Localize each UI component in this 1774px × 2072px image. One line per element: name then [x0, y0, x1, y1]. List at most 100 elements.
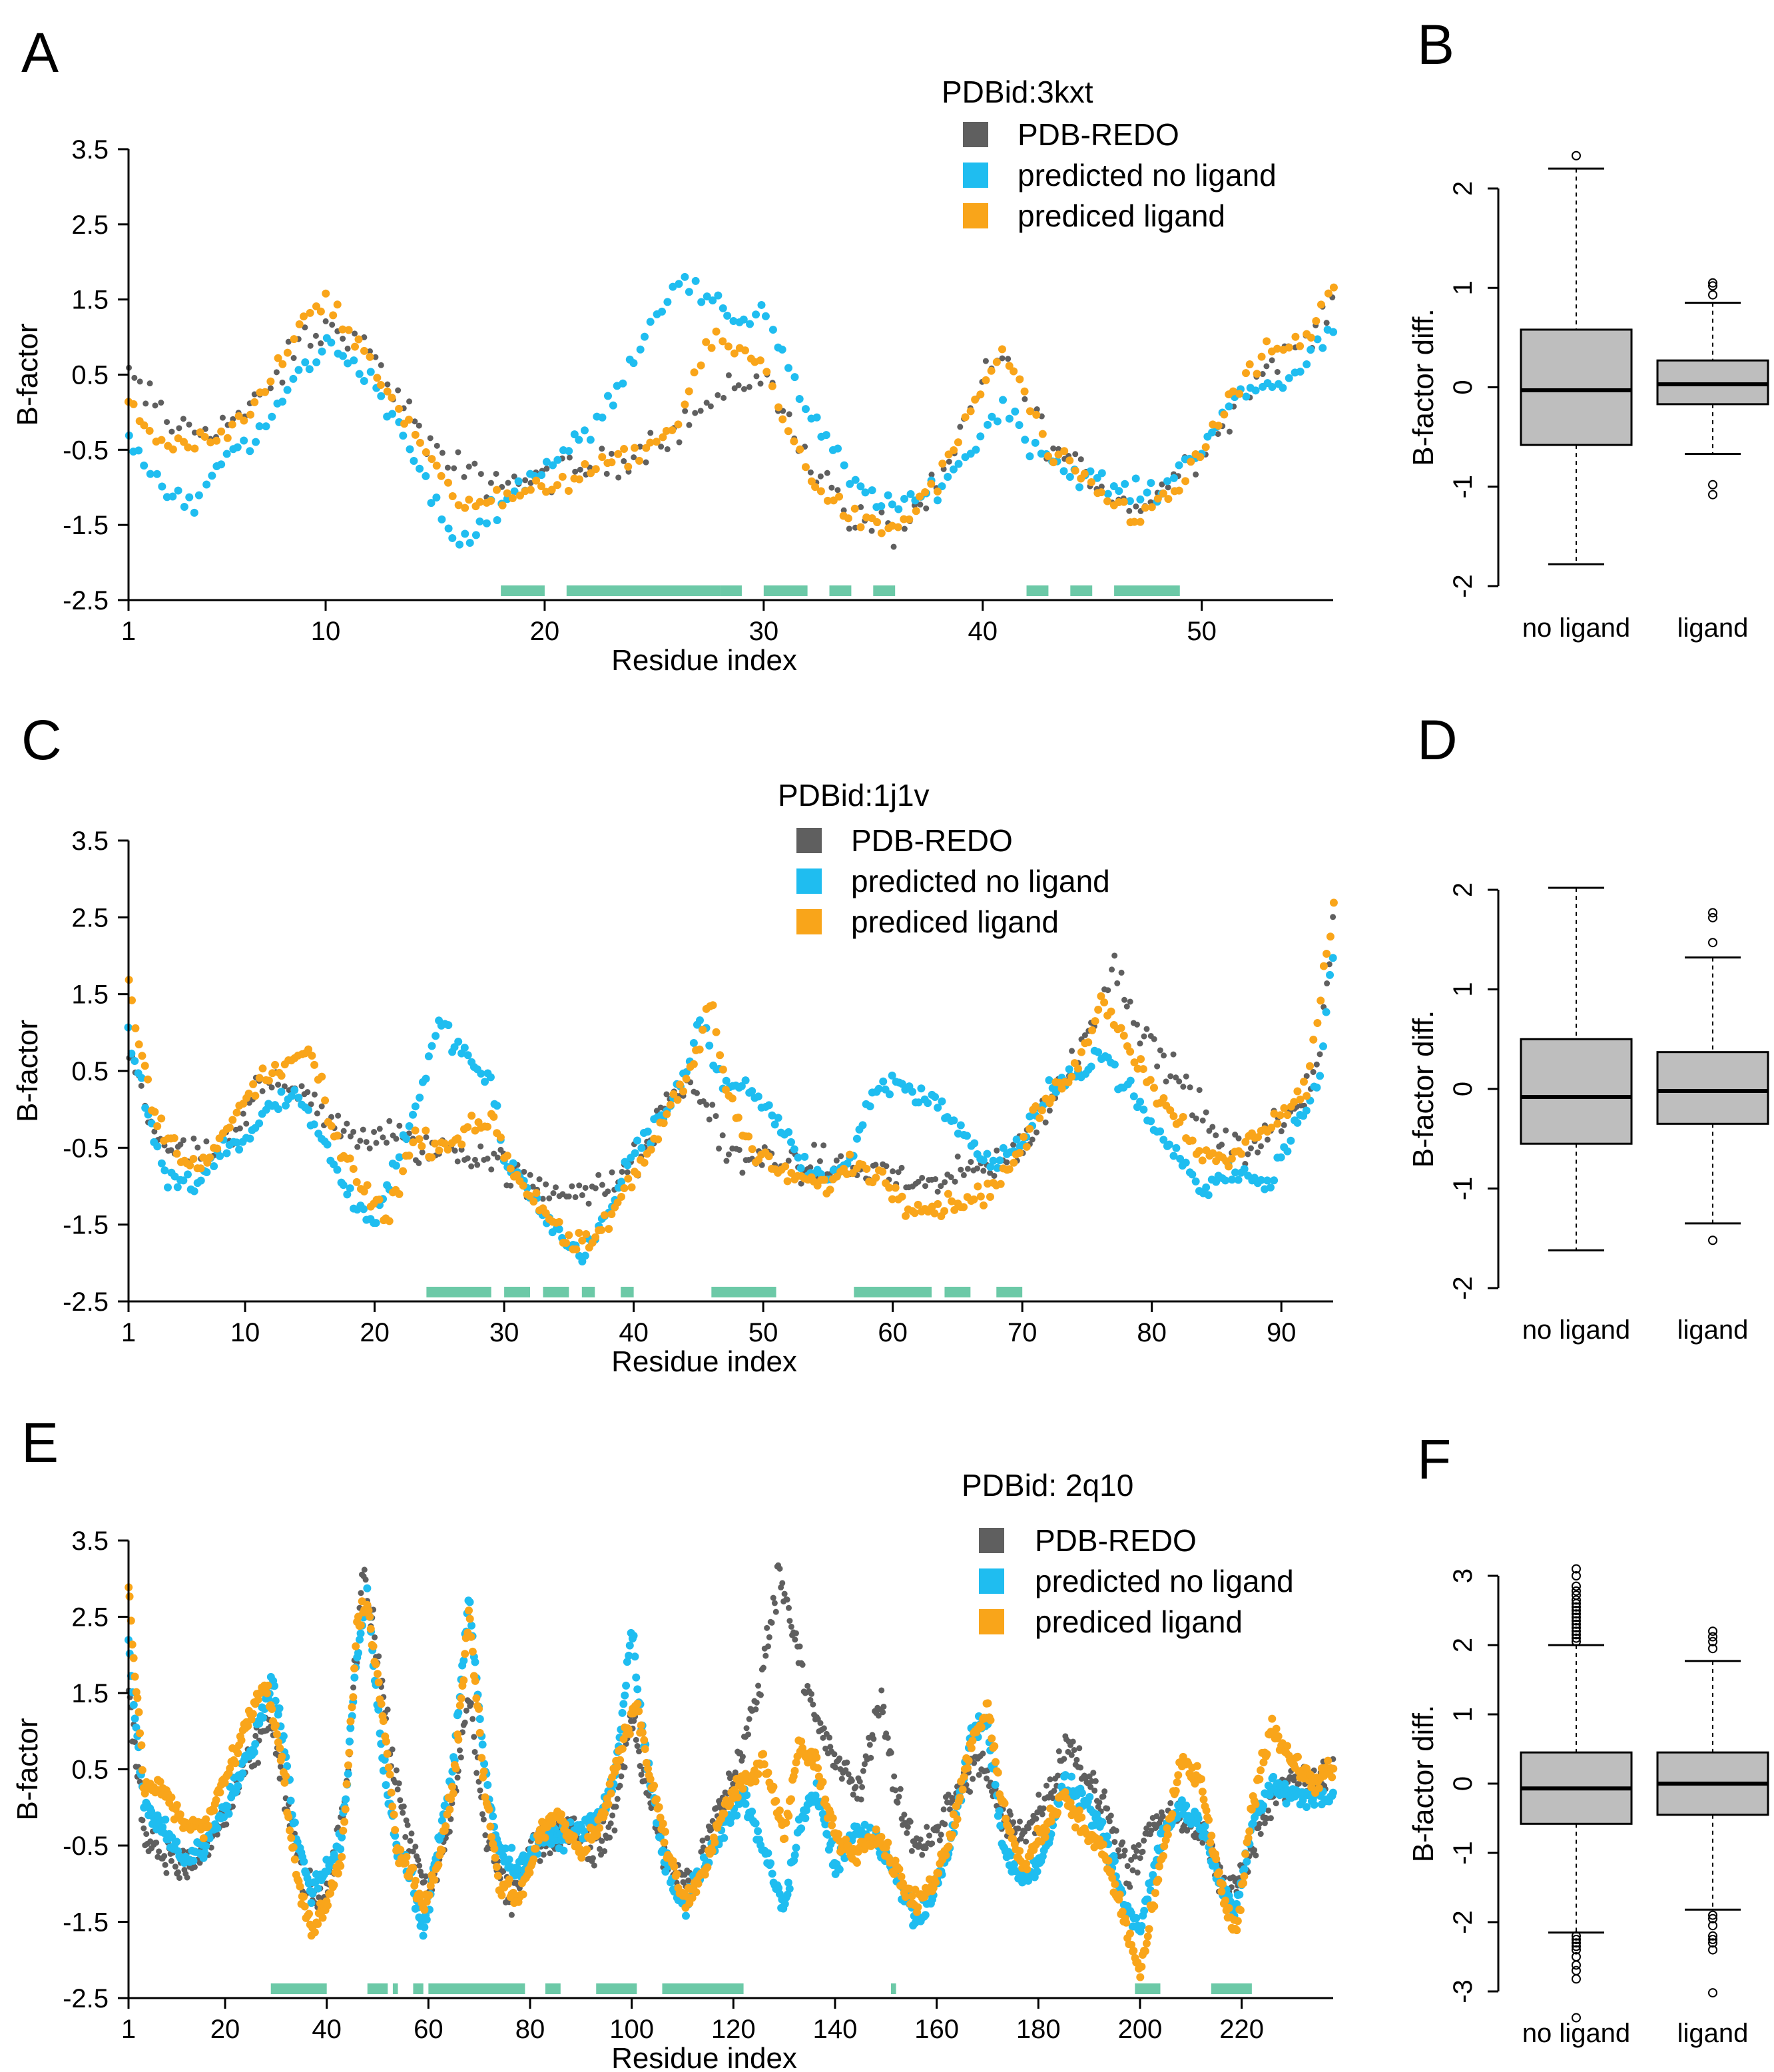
outlier-point [1572, 1606, 1581, 1615]
data-point [820, 1142, 827, 1149]
data-point [420, 1923, 429, 1931]
data-point [131, 1024, 140, 1032]
data-point [692, 1888, 701, 1897]
y-tick-label: 3.5 [71, 1527, 109, 1556]
data-point [1313, 1019, 1322, 1028]
data-point [510, 487, 519, 496]
data-point [419, 1931, 428, 1940]
data-point [1004, 1159, 1010, 1166]
outlier-point [1572, 1616, 1581, 1626]
data-point [745, 1731, 752, 1738]
y-axis-label: B-factor diff. [1407, 308, 1440, 466]
data-point [395, 404, 404, 413]
binding-site-bar [944, 1287, 971, 1297]
data-point [546, 1195, 553, 1202]
scatter-points [124, 272, 1338, 596]
data-point [934, 1104, 942, 1112]
data-point [388, 1802, 397, 1811]
data-point [1303, 1073, 1310, 1080]
data-point [986, 1193, 994, 1202]
data-point [1263, 1176, 1272, 1185]
data-point [663, 1091, 670, 1098]
data-point [816, 487, 825, 496]
data-point [1307, 333, 1315, 342]
data-point [895, 1865, 904, 1874]
data-point [143, 1831, 150, 1838]
data-point [135, 446, 143, 455]
data-point [905, 515, 914, 523]
data-point [697, 408, 704, 414]
data-point [1205, 1816, 1213, 1824]
data-point [350, 1684, 357, 1691]
data-point [132, 1688, 141, 1696]
data-point [1059, 467, 1068, 476]
data-point [598, 453, 607, 462]
data-point [866, 1742, 873, 1748]
data-point [1006, 1828, 1015, 1836]
data-point [733, 1811, 741, 1820]
data-point [271, 1721, 280, 1730]
data-point [1141, 1838, 1147, 1844]
data-point [302, 324, 308, 331]
data-point [810, 1701, 816, 1708]
data-point [1270, 1176, 1279, 1185]
data-point [431, 1139, 440, 1148]
data-point [383, 1750, 392, 1758]
data-point [1104, 1856, 1113, 1865]
data-point [366, 1612, 374, 1621]
data-point [318, 1103, 325, 1110]
data-point [999, 1144, 1008, 1152]
data-point [711, 1838, 719, 1847]
data-point [349, 1164, 358, 1173]
data-point [838, 1776, 845, 1782]
data-point [599, 1838, 605, 1844]
data-point [624, 462, 633, 471]
data-point [492, 486, 501, 494]
data-point [741, 1800, 750, 1808]
data-point [884, 491, 892, 500]
data-point [1145, 1925, 1153, 1933]
data-point [355, 370, 364, 378]
data-point [1259, 371, 1266, 378]
data-point [957, 424, 964, 430]
data-point [161, 1853, 168, 1860]
data-point [255, 1760, 262, 1766]
data-point [283, 348, 292, 357]
data-point [1026, 407, 1034, 416]
data-point [826, 1186, 834, 1194]
data-point [599, 1182, 605, 1188]
data-point [534, 1836, 543, 1845]
data-point [942, 1821, 948, 1828]
data-point [613, 1198, 622, 1207]
data-point [387, 1788, 396, 1797]
data-point [180, 1137, 186, 1144]
data-point [940, 1806, 947, 1813]
data-point [1176, 1078, 1183, 1085]
data-point [1042, 1826, 1051, 1835]
data-point [968, 1736, 977, 1745]
data-point [1136, 518, 1145, 526]
data-point [946, 458, 952, 465]
data-point [481, 1078, 489, 1086]
x-tick-label: 40 [312, 2015, 342, 2044]
x-tick-label: 70 [1008, 1318, 1037, 1347]
data-point [372, 1634, 378, 1640]
data-point [690, 368, 699, 377]
data-point [475, 498, 484, 506]
data-point [976, 1192, 985, 1201]
y-tick-label: -0.5 [63, 1134, 109, 1163]
data-point [1282, 1799, 1291, 1808]
data-point [289, 1843, 298, 1852]
data-point [314, 1110, 320, 1117]
data-point [958, 1785, 967, 1794]
data-point [156, 1778, 164, 1786]
data-point [948, 1174, 954, 1181]
data-point [746, 320, 754, 328]
data-point [607, 1834, 613, 1841]
data-point [650, 1782, 659, 1790]
binding-site-bar [720, 585, 742, 596]
data-point [1032, 1102, 1040, 1111]
data-point [1045, 1076, 1053, 1084]
data-point [581, 1251, 589, 1260]
data-point [152, 470, 161, 478]
